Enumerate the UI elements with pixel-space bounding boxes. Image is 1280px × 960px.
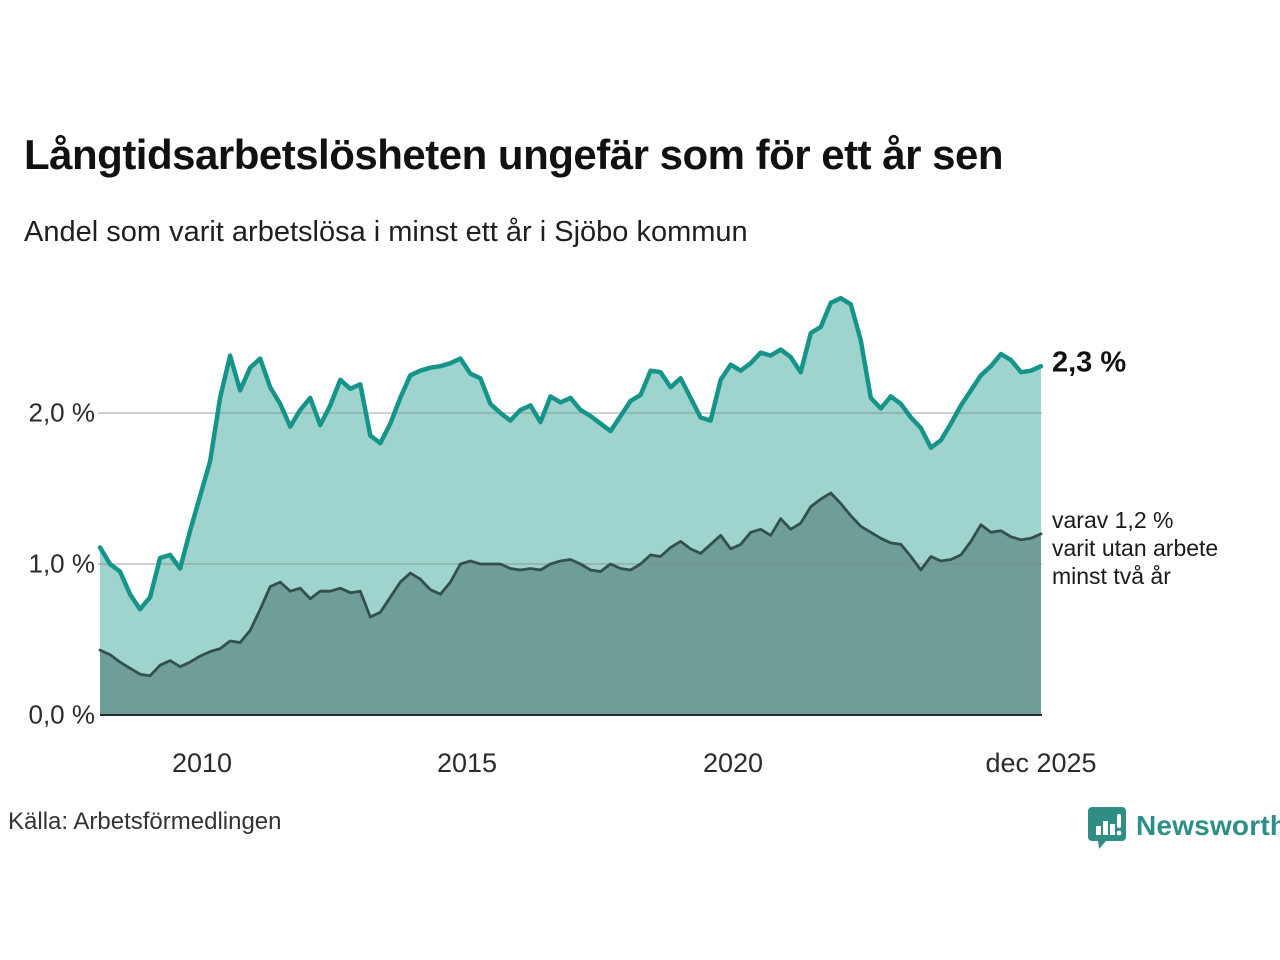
two-year-annotation-line3: minst två år [1052,563,1171,589]
bar-chart-speech-bubble-icon [1088,804,1128,855]
two-year-annotation-line1: varav 1,2 % [1052,507,1174,533]
y-axis-label-0: 0,0 % [28,699,96,730]
y-axis-label-1: 1,0 % [28,548,96,579]
newsworthy-logo: Newsworthy [1088,804,1280,852]
source-text: Källa: Arbetsförmedlingen [8,808,282,835]
page-subtitle: Andel som varit arbetslösa i minst ett å… [24,216,748,248]
x-axis-label-2020: 2020 [702,748,764,778]
two-year-annotation: varav 1,2 % varit utan arbete minst två … [1052,506,1218,590]
page-title: Långtidsarbetslösheten ungefär som för e… [24,131,1004,178]
x-axis-label-2010: 2010 [171,748,233,778]
x-axis-label-dec-2025: dec 2025 [985,748,1097,778]
y-axis-label-2: 2,0 % [28,397,96,428]
newsworthy-wordmark: Newsworthy [1136,810,1280,841]
latest-value-label: 2,3 % [1052,346,1127,379]
two-year-annotation-line2: varit utan arbete [1052,535,1219,561]
x-axis-label-2015: 2015 [436,748,498,778]
